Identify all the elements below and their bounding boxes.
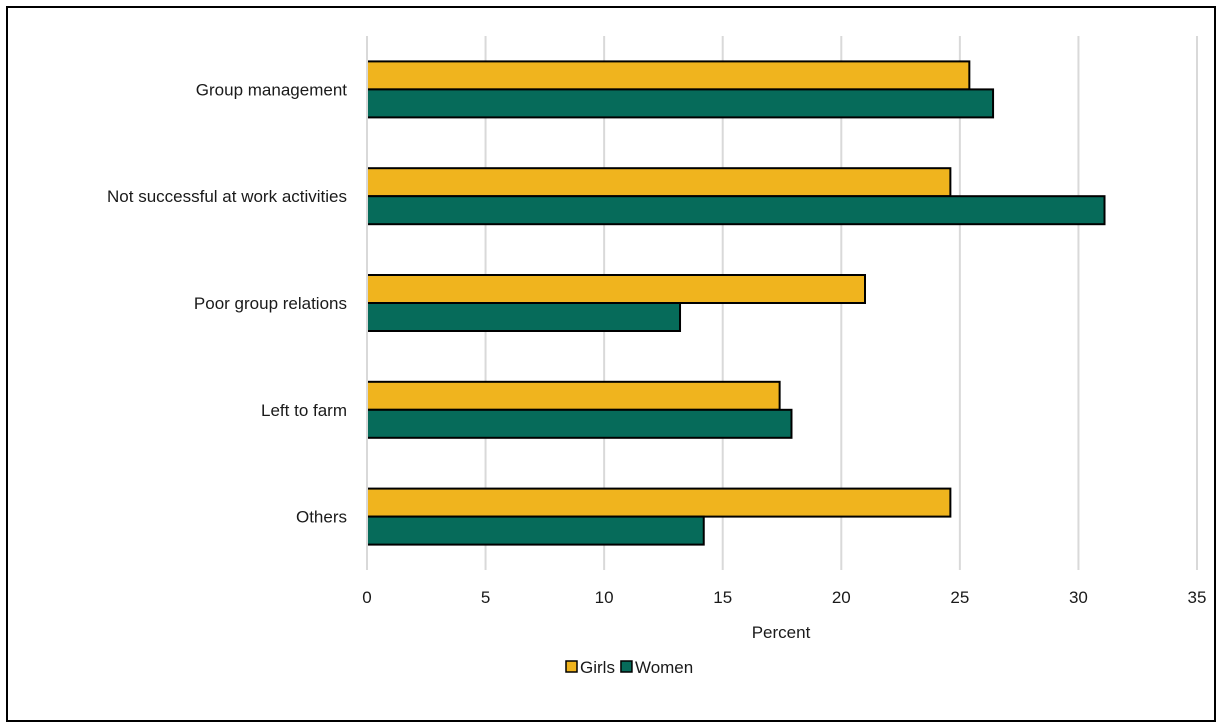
chart-frame (6, 6, 1216, 722)
bar-girls-2 (366, 274, 866, 304)
x-tick-label-1: 5 (481, 588, 490, 607)
category-label-4: Others (296, 508, 347, 527)
x-axis-ticks: 0 5 10 15 20 25 30 35 (362, 588, 1206, 607)
x-tick-label-3: 15 (713, 588, 732, 607)
bar-women-2 (366, 302, 682, 332)
category-label-0: Group management (196, 80, 347, 99)
category-label-2: Poor group relations (194, 294, 347, 313)
legend-swatch-women (620, 660, 633, 673)
x-tick-label-0: 0 (362, 588, 371, 607)
category-label-1: Not successful at work activities (107, 187, 347, 206)
x-tick-label-6: 30 (1069, 588, 1088, 607)
category-label-3: Left to farm (261, 401, 347, 420)
x-tick-label-2: 10 (595, 588, 614, 607)
y-axis: Group management Not successful at work a… (107, 36, 368, 570)
legend: Girls Women (565, 658, 693, 677)
legend-swatch-girls (565, 660, 578, 673)
bar-women-3 (366, 408, 793, 439)
gridlines (484, 36, 1198, 570)
bar-women-4 (366, 515, 705, 546)
x-axis-title: Percent (752, 623, 811, 642)
bar-girls-0 (366, 60, 971, 91)
bar-women-0 (366, 88, 995, 119)
legend-item-women: Women (620, 658, 693, 677)
legend-label-girls: Girls (580, 658, 615, 677)
bar-girls-3 (366, 380, 781, 411)
x-tick-label-4: 20 (832, 588, 851, 607)
x-tick-label-5: 25 (950, 588, 969, 607)
legend-item-girls: Girls (565, 658, 615, 677)
bar-women-1 (366, 195, 1106, 226)
bar-girls-4 (366, 487, 952, 518)
bar-girls-1 (366, 167, 952, 198)
bars (366, 60, 1106, 546)
legend-label-women: Women (635, 658, 693, 677)
x-tick-label-7: 35 (1188, 588, 1207, 607)
